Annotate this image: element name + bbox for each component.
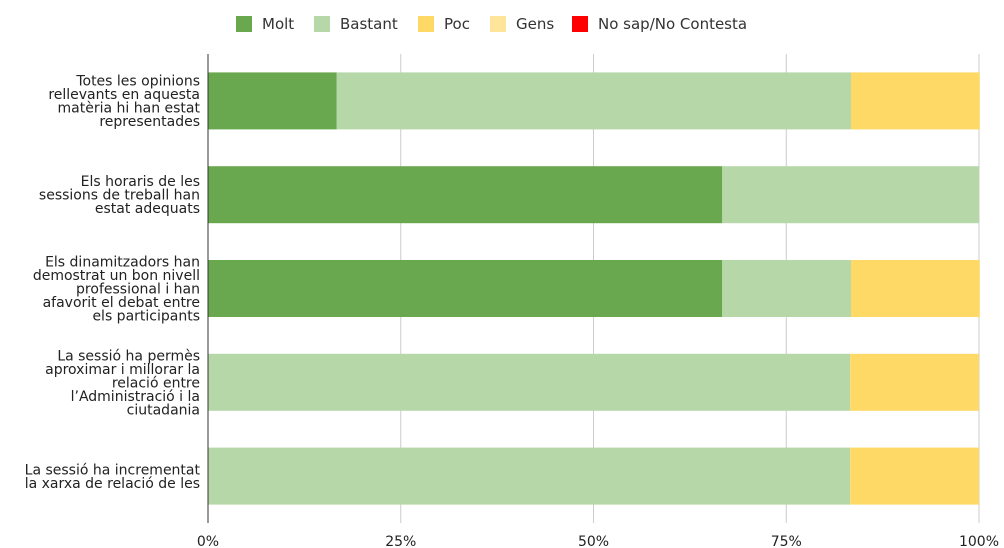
bar-segment-bastant bbox=[208, 447, 851, 505]
legend-item[interactable]: Poc bbox=[418, 12, 470, 36]
bar-segment-bastant bbox=[208, 353, 851, 411]
legend-swatch bbox=[572, 16, 588, 32]
bar-segment-poc bbox=[850, 353, 979, 411]
bar-segment-bastant bbox=[336, 72, 852, 130]
bar-segment-molt bbox=[208, 260, 723, 317]
legend-label: No sap/No Contesta bbox=[598, 15, 748, 33]
bar-segment-molt bbox=[208, 166, 723, 224]
legend-label: Poc bbox=[444, 15, 470, 33]
bar-segment-bastant bbox=[722, 260, 852, 317]
bar-segment-molt bbox=[208, 72, 337, 130]
legend-item[interactable]: Molt bbox=[236, 12, 294, 36]
legend-label: Molt bbox=[262, 15, 295, 33]
bar-segment-poc bbox=[851, 72, 980, 130]
category-label: Totes les opinions rellevants en aquesta m… bbox=[48, 74, 200, 130]
legend-swatch bbox=[490, 16, 506, 32]
legend-item[interactable]: No sap/No Contesta bbox=[572, 12, 747, 36]
bar-segment-bastant bbox=[722, 166, 979, 224]
bar-segment-poc bbox=[850, 447, 979, 505]
category-label: La sessió ha permès aproximar i millorar … bbox=[45, 348, 200, 418]
legend-item[interactable]: Gens bbox=[490, 12, 554, 36]
x-tick-label: 100% bbox=[959, 534, 999, 548]
x-tick-label: 75% bbox=[771, 534, 802, 548]
legend: Molt Bastant Poc Gens No sap/No Contesta bbox=[0, 12, 1004, 36]
category-label: Els horaris de les sessions de treball ha… bbox=[39, 174, 200, 217]
category-label: Els dinamitzadors han demostrat un bon ni… bbox=[33, 255, 200, 325]
x-tick-label: 0% bbox=[197, 534, 219, 548]
legend-item[interactable]: Bastant bbox=[314, 12, 398, 36]
legend-swatch bbox=[236, 16, 252, 32]
legend-swatch bbox=[418, 16, 434, 32]
legend-label: Gens bbox=[516, 15, 555, 33]
x-tick-label: 25% bbox=[385, 534, 416, 548]
category-label: La sessió ha incrementat la xarxa de rela… bbox=[25, 462, 201, 492]
legend-label: Bastant bbox=[340, 15, 398, 33]
legend-swatch bbox=[314, 16, 330, 32]
bar-segment-poc bbox=[851, 260, 980, 317]
x-tick-label: 50% bbox=[578, 534, 609, 548]
